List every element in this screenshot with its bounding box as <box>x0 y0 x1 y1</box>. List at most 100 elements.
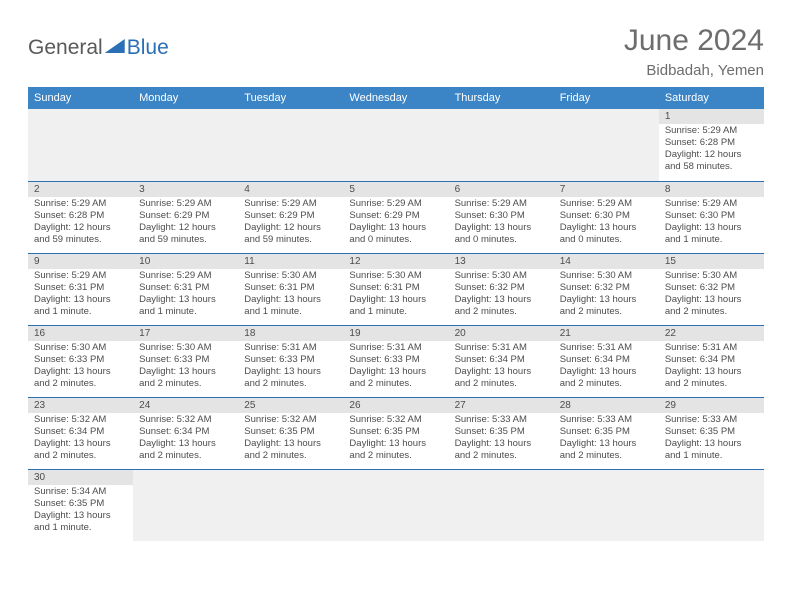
weekday-header: Monday <box>133 87 238 109</box>
day-cell: 15Sunrise: 5:30 AMSunset: 6:32 PMDayligh… <box>659 253 764 325</box>
day-cell: 26Sunrise: 5:32 AMSunset: 6:35 PMDayligh… <box>343 397 448 469</box>
empty-cell <box>343 469 448 541</box>
day-number: 18 <box>238 326 343 341</box>
day-details: Sunrise: 5:29 AMSunset: 6:29 PMDaylight:… <box>343 197 448 250</box>
day-details: Sunrise: 5:34 AMSunset: 6:35 PMDaylight:… <box>28 485 133 538</box>
day-cell: 18Sunrise: 5:31 AMSunset: 6:33 PMDayligh… <box>238 325 343 397</box>
day-details: Sunrise: 5:30 AMSunset: 6:32 PMDaylight:… <box>659 269 764 322</box>
day-number: 23 <box>28 398 133 413</box>
day-cell: 16Sunrise: 5:30 AMSunset: 6:33 PMDayligh… <box>28 325 133 397</box>
day-cell: 17Sunrise: 5:30 AMSunset: 6:33 PMDayligh… <box>133 325 238 397</box>
day-number: 28 <box>554 398 659 413</box>
day-details: Sunrise: 5:33 AMSunset: 6:35 PMDaylight:… <box>449 413 554 466</box>
day-cell: 8Sunrise: 5:29 AMSunset: 6:30 PMDaylight… <box>659 181 764 253</box>
calendar-head: SundayMondayTuesdayWednesdayThursdayFrid… <box>28 87 764 109</box>
day-cell: 23Sunrise: 5:32 AMSunset: 6:34 PMDayligh… <box>28 397 133 469</box>
day-cell: 29Sunrise: 5:33 AMSunset: 6:35 PMDayligh… <box>659 397 764 469</box>
day-number: 1 <box>659 109 764 124</box>
empty-cell <box>133 469 238 541</box>
day-details: Sunrise: 5:29 AMSunset: 6:31 PMDaylight:… <box>133 269 238 322</box>
day-number: 9 <box>28 254 133 269</box>
day-number: 3 <box>133 182 238 197</box>
day-cell: 10Sunrise: 5:29 AMSunset: 6:31 PMDayligh… <box>133 253 238 325</box>
day-details: Sunrise: 5:29 AMSunset: 6:31 PMDaylight:… <box>28 269 133 322</box>
calendar-row: 2Sunrise: 5:29 AMSunset: 6:28 PMDaylight… <box>28 181 764 253</box>
day-number: 15 <box>659 254 764 269</box>
day-number: 5 <box>343 182 448 197</box>
title-block: June 2024 Bidbadah, Yemen <box>624 24 764 79</box>
empty-cell <box>343 109 448 181</box>
day-details: Sunrise: 5:33 AMSunset: 6:35 PMDaylight:… <box>554 413 659 466</box>
day-number: 22 <box>659 326 764 341</box>
empty-cell <box>238 109 343 181</box>
day-details: Sunrise: 5:32 AMSunset: 6:34 PMDaylight:… <box>133 413 238 466</box>
day-cell: 7Sunrise: 5:29 AMSunset: 6:30 PMDaylight… <box>554 181 659 253</box>
day-number: 27 <box>449 398 554 413</box>
sail-icon <box>105 39 125 53</box>
day-number: 29 <box>659 398 764 413</box>
day-details: Sunrise: 5:30 AMSunset: 6:31 PMDaylight:… <box>343 269 448 322</box>
empty-cell <box>554 109 659 181</box>
day-details: Sunrise: 5:31 AMSunset: 6:34 PMDaylight:… <box>659 341 764 394</box>
day-details: Sunrise: 5:30 AMSunset: 6:32 PMDaylight:… <box>449 269 554 322</box>
empty-cell <box>554 469 659 541</box>
day-details: Sunrise: 5:29 AMSunset: 6:30 PMDaylight:… <box>659 197 764 250</box>
day-details: Sunrise: 5:30 AMSunset: 6:33 PMDaylight:… <box>28 341 133 394</box>
location-label: Bidbadah, Yemen <box>624 62 764 79</box>
day-details: Sunrise: 5:29 AMSunset: 6:28 PMDaylight:… <box>28 197 133 250</box>
weekday-header: Tuesday <box>238 87 343 109</box>
calendar-row: 30Sunrise: 5:34 AMSunset: 6:35 PMDayligh… <box>28 469 764 541</box>
day-details: Sunrise: 5:29 AMSunset: 6:29 PMDaylight:… <box>238 197 343 250</box>
page-header: General Blue June 2024 Bidbadah, Yemen <box>28 24 764 79</box>
empty-cell <box>449 469 554 541</box>
calendar-page: General Blue June 2024 Bidbadah, Yemen S… <box>0 0 792 551</box>
brand-part2: Blue <box>127 36 169 60</box>
day-number: 4 <box>238 182 343 197</box>
weekday-row: SundayMondayTuesdayWednesdayThursdayFrid… <box>28 87 764 109</box>
day-cell: 11Sunrise: 5:30 AMSunset: 6:31 PMDayligh… <box>238 253 343 325</box>
day-cell: 3Sunrise: 5:29 AMSunset: 6:29 PMDaylight… <box>133 181 238 253</box>
day-cell: 28Sunrise: 5:33 AMSunset: 6:35 PMDayligh… <box>554 397 659 469</box>
day-number: 26 <box>343 398 448 413</box>
day-cell: 4Sunrise: 5:29 AMSunset: 6:29 PMDaylight… <box>238 181 343 253</box>
day-cell: 21Sunrise: 5:31 AMSunset: 6:34 PMDayligh… <box>554 325 659 397</box>
day-cell: 5Sunrise: 5:29 AMSunset: 6:29 PMDaylight… <box>343 181 448 253</box>
empty-cell <box>659 469 764 541</box>
day-number: 19 <box>343 326 448 341</box>
day-cell: 6Sunrise: 5:29 AMSunset: 6:30 PMDaylight… <box>449 181 554 253</box>
day-details: Sunrise: 5:31 AMSunset: 6:33 PMDaylight:… <box>238 341 343 394</box>
day-number: 6 <box>449 182 554 197</box>
day-number: 25 <box>238 398 343 413</box>
day-number: 24 <box>133 398 238 413</box>
month-title: June 2024 <box>624 24 764 58</box>
day-details: Sunrise: 5:33 AMSunset: 6:35 PMDaylight:… <box>659 413 764 466</box>
day-cell: 27Sunrise: 5:33 AMSunset: 6:35 PMDayligh… <box>449 397 554 469</box>
day-details: Sunrise: 5:32 AMSunset: 6:35 PMDaylight:… <box>238 413 343 466</box>
weekday-header: Saturday <box>659 87 764 109</box>
day-details: Sunrise: 5:30 AMSunset: 6:31 PMDaylight:… <box>238 269 343 322</box>
day-number: 2 <box>28 182 133 197</box>
day-cell: 12Sunrise: 5:30 AMSunset: 6:31 PMDayligh… <box>343 253 448 325</box>
day-number: 12 <box>343 254 448 269</box>
day-details: Sunrise: 5:29 AMSunset: 6:29 PMDaylight:… <box>133 197 238 250</box>
empty-cell <box>28 109 133 181</box>
weekday-header: Sunday <box>28 87 133 109</box>
day-cell: 30Sunrise: 5:34 AMSunset: 6:35 PMDayligh… <box>28 469 133 541</box>
day-cell: 14Sunrise: 5:30 AMSunset: 6:32 PMDayligh… <box>554 253 659 325</box>
calendar-row: 23Sunrise: 5:32 AMSunset: 6:34 PMDayligh… <box>28 397 764 469</box>
day-cell: 13Sunrise: 5:30 AMSunset: 6:32 PMDayligh… <box>449 253 554 325</box>
day-details: Sunrise: 5:32 AMSunset: 6:35 PMDaylight:… <box>343 413 448 466</box>
day-number: 14 <box>554 254 659 269</box>
day-details: Sunrise: 5:29 AMSunset: 6:30 PMDaylight:… <box>449 197 554 250</box>
day-details: Sunrise: 5:31 AMSunset: 6:34 PMDaylight:… <box>449 341 554 394</box>
day-cell: 2Sunrise: 5:29 AMSunset: 6:28 PMDaylight… <box>28 181 133 253</box>
day-number: 20 <box>449 326 554 341</box>
day-cell: 24Sunrise: 5:32 AMSunset: 6:34 PMDayligh… <box>133 397 238 469</box>
day-details: Sunrise: 5:29 AMSunset: 6:28 PMDaylight:… <box>659 124 764 177</box>
calendar-row: 9Sunrise: 5:29 AMSunset: 6:31 PMDaylight… <box>28 253 764 325</box>
calendar-row: 16Sunrise: 5:30 AMSunset: 6:33 PMDayligh… <box>28 325 764 397</box>
day-number: 16 <box>28 326 133 341</box>
weekday-header: Friday <box>554 87 659 109</box>
day-cell: 19Sunrise: 5:31 AMSunset: 6:33 PMDayligh… <box>343 325 448 397</box>
empty-cell <box>449 109 554 181</box>
